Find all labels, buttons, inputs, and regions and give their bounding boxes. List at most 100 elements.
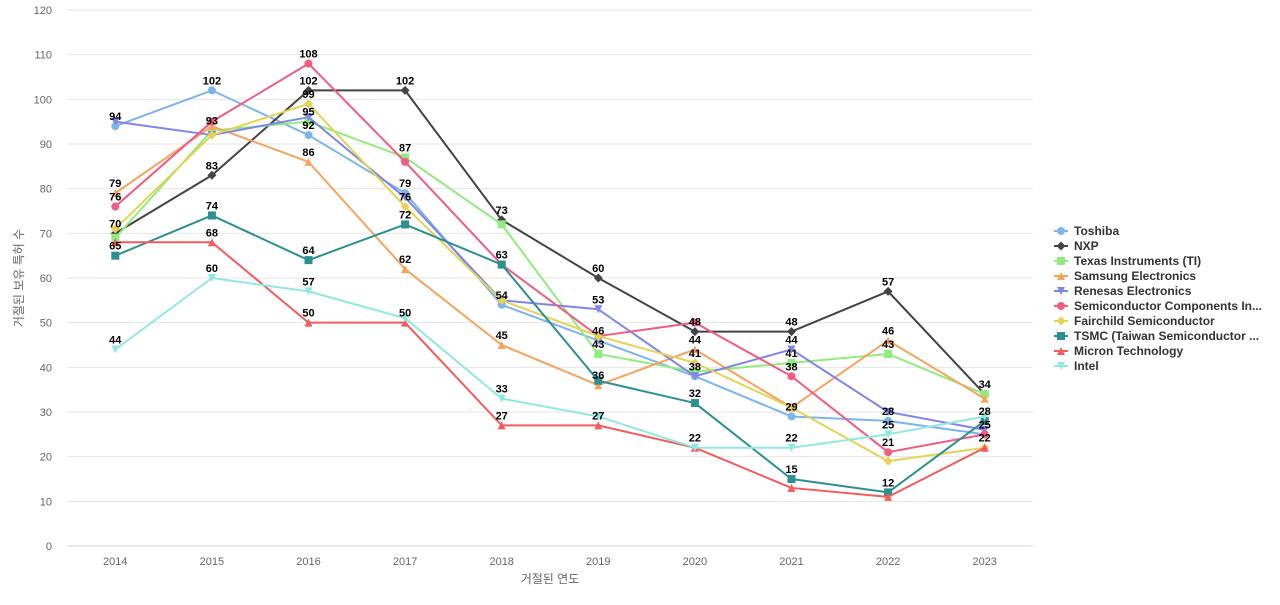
data-point-fairchild-semiconductor [883, 456, 893, 466]
data-label-toshiba: 46 [592, 326, 604, 338]
data-label-micron-technology: 68 [206, 227, 218, 239]
data-label-samsung-electronics: 86 [302, 147, 314, 159]
data-point-texas-instruments-ti [304, 117, 313, 126]
legend-symbol-marker [1057, 287, 1065, 295]
legend-item-texas-instruments-ti[interactable]: Texas Instruments (TI) [1054, 254, 1201, 268]
data-label-tsmc-taiwan-semiconductor: 74 [206, 200, 219, 212]
legend-item-tsmc-taiwan-semiconductor[interactable]: TSMC (Taiwan Semiconductor ... [1054, 329, 1259, 343]
data-label-nxp: 83 [206, 160, 218, 172]
data-point-tsmc-taiwan-semiconductor [787, 475, 796, 483]
series-texas-instruments-ti [111, 117, 989, 399]
data-point-intel [787, 443, 796, 452]
data-point-semiconductor-components-in [401, 157, 410, 166]
series-renesas-electronics [111, 113, 989, 434]
data-label-toshiba: 38 [689, 361, 701, 373]
legend-item-nxp[interactable]: NXP [1054, 239, 1099, 253]
x-tick-label: 2014 [103, 556, 127, 568]
data-point-semiconductor-components-in [304, 59, 313, 68]
series-line-fairchild-semiconductor [114, 102, 986, 463]
x-tick-label: 2021 [779, 556, 803, 568]
x-axis-ticks: 2014 2015 2016 2017 2018 2019 2020 2021 2022 2023 [103, 556, 997, 568]
data-label-tsmc-taiwan-semiconductor: 28 [979, 406, 991, 418]
data-point-nxp [787, 327, 796, 337]
data-label-tsmc-taiwan-semiconductor: 64 [302, 245, 315, 257]
data-point-tsmc-taiwan-semiconductor [111, 251, 120, 260]
legend-item-samsung-electronics[interactable]: Samsung Electronics [1054, 269, 1196, 283]
data-label-intel: 57 [302, 276, 314, 288]
data-point-samsung-electronics [980, 394, 989, 403]
data-point-samsung-electronics [111, 189, 120, 198]
series-line-tsmc-taiwan-semiconductor [114, 214, 986, 494]
y-tick-label: 50 [40, 318, 52, 330]
series-nxp [110, 85, 990, 399]
legend-symbol-marker [1056, 316, 1066, 326]
data-label-fairchild-semiconductor: 41 [689, 348, 701, 360]
legend-symbol-marker [1057, 332, 1065, 340]
data-label-nxp: 73 [496, 205, 508, 217]
data-point-micron-technology [111, 238, 120, 247]
data-label-samsung-electronics: 79 [109, 178, 121, 190]
data-point-semiconductor-components-in [884, 448, 893, 457]
data-label-toshiba: 92 [302, 120, 314, 132]
y-tick-label: 100 [34, 94, 52, 106]
legend-item-toshiba[interactable]: Toshiba [1054, 224, 1119, 238]
legend-item-intel[interactable]: Intel [1054, 359, 1099, 373]
legend-label: NXP [1074, 239, 1099, 253]
data-label-toshiba: 28 [882, 406, 894, 418]
legend-item-renesas-electronics[interactable]: Renesas Electronics [1054, 284, 1192, 298]
data-point-renesas-electronics [111, 117, 120, 126]
legend-label: Toshiba [1074, 224, 1119, 238]
data-point-fairchild-semiconductor [110, 224, 120, 234]
series-semiconductor-components-in [111, 59, 989, 457]
data-point-renesas-electronics [304, 113, 313, 122]
data-point-renesas-electronics [594, 305, 603, 314]
data-point-tsmc-taiwan-semiconductor [884, 488, 893, 497]
data-point-nxp [690, 327, 700, 337]
y-axis-ticks: 0 10 20 30 40 50 60 70 80 90 100 110 120 [34, 5, 52, 553]
legend-item-fairchild-semiconductor[interactable]: Fairchild Semiconductor [1054, 314, 1215, 328]
series-micron-technology [111, 238, 989, 501]
data-point-fairchild-semiconductor [207, 130, 217, 140]
data-point-micron-technology [401, 318, 410, 327]
data-point-toshiba [787, 412, 796, 421]
series-samsung-electronics [111, 122, 989, 412]
legend-label: Renesas Electronics [1074, 284, 1192, 298]
series-line-intel [114, 277, 986, 449]
data-point-tsmc-taiwan-semiconductor [594, 376, 603, 385]
data-point-micron-technology [497, 421, 506, 430]
data-label-texas-instruments-ti: 95 [302, 107, 314, 119]
x-tick-label: 2015 [200, 556, 224, 568]
data-label-renesas-electronics: 44 [785, 334, 798, 346]
data-label-nxp: 102 [299, 75, 317, 87]
data-point-nxp [883, 286, 893, 296]
data-label-semiconductor-components-in: 76 [109, 192, 121, 204]
data-point-intel [304, 287, 313, 296]
data-point-fairchild-semiconductor [787, 403, 796, 413]
data-point-fairchild-semiconductor [400, 202, 410, 212]
data-label-fairchild-semiconductor: 22 [979, 433, 991, 445]
data-point-toshiba [207, 86, 216, 95]
data-point-intel [111, 345, 120, 354]
data-point-nxp [593, 273, 603, 283]
legend-item-semiconductor-components-in[interactable]: Semiconductor Components In... [1054, 299, 1262, 313]
x-tick-label: 2018 [489, 556, 513, 568]
data-label-nxp: 60 [592, 263, 604, 275]
series-line-micron-technology [114, 241, 986, 498]
data-point-fairchild-semiconductor [304, 99, 313, 109]
data-label-samsung-electronics: 45 [496, 330, 508, 342]
data-label-nxp: 57 [882, 276, 894, 288]
x-tick-label: 2016 [296, 556, 320, 568]
data-point-toshiba [111, 122, 120, 131]
data-point-semiconductor-components-in [207, 117, 216, 126]
legend-item-micron-technology[interactable]: Micron Technology [1054, 344, 1183, 358]
series-line-texas-instruments-ti [114, 120, 986, 396]
data-point-texas-instruments-ti [690, 367, 699, 376]
x-tick-label: 2017 [393, 556, 417, 568]
x-axis-title: 거절된 연도 [521, 572, 580, 586]
y-axis-title: 거절된 보유 특허 수 [12, 229, 26, 327]
data-label-tsmc-taiwan-semiconductor: 63 [496, 250, 508, 262]
data-point-tsmc-taiwan-semiconductor [207, 211, 216, 220]
legend-symbol-marker [1057, 227, 1065, 235]
